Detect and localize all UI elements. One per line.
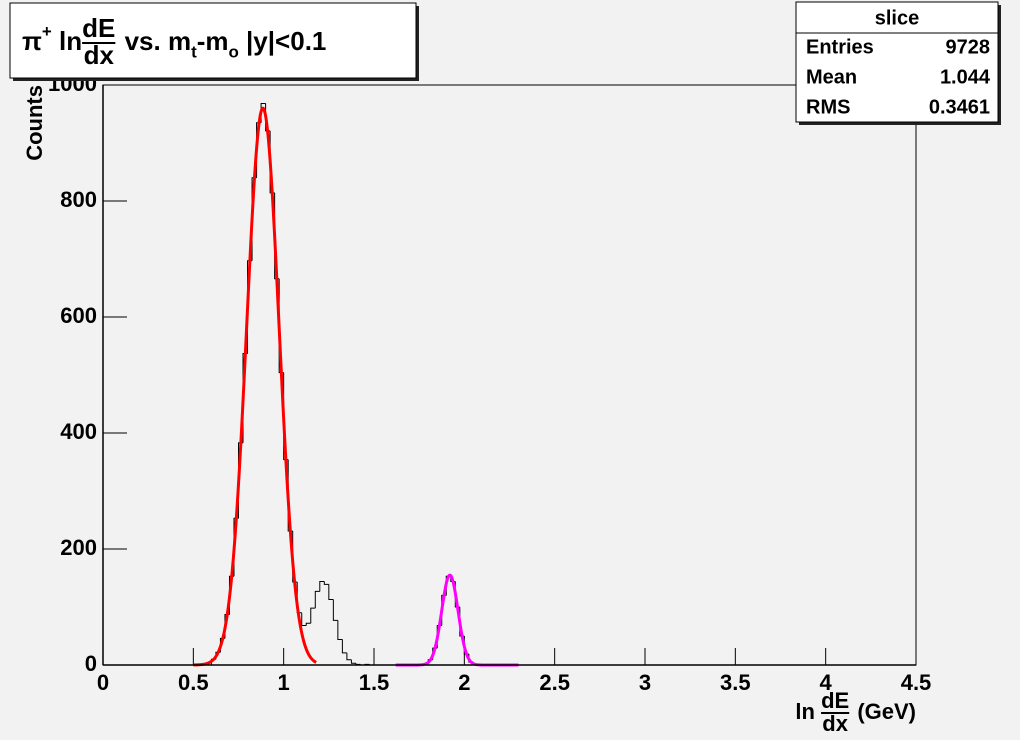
x-tick-label: 0 — [97, 670, 109, 695]
histogram-bin — [328, 584, 334, 600]
x-tick-label: 3.5 — [720, 670, 751, 695]
label-part: (GeV) — [851, 699, 916, 724]
x-tick-label: 0.5 — [178, 670, 209, 695]
histogram-bin — [350, 659, 356, 664]
y-tick-label: 200 — [60, 535, 97, 560]
x-tick-label: 3 — [639, 670, 651, 695]
title-box — [9, 2, 417, 79]
label-part: -m — [197, 26, 229, 56]
histogram-bin — [310, 607, 316, 624]
stats-value: 1.044 — [940, 66, 991, 88]
label-part: t — [191, 42, 197, 61]
label-part: dE — [82, 13, 115, 43]
histogram-bin — [346, 652, 352, 661]
stats-name: Entries — [806, 36, 874, 58]
fit-curve — [193, 106, 317, 667]
stats-title: slice — [875, 7, 919, 29]
x-tick-label: 1 — [278, 670, 290, 695]
y-tick-label: 0 — [85, 651, 97, 676]
label-part: dE — [821, 688, 849, 713]
x-tick-label: 1.5 — [359, 670, 390, 695]
label-part: ln — [795, 699, 821, 724]
y-tick-label: 600 — [60, 303, 97, 328]
label-part: |y|<0.1 — [239, 26, 327, 56]
x-tick-label: 2 — [458, 670, 470, 695]
y-tick-label: 400 — [60, 419, 97, 444]
label-part: + — [42, 22, 52, 41]
y-tick-label: 800 — [60, 187, 97, 212]
histogram-bin — [319, 580, 325, 592]
stats-value: 0.3461 — [929, 96, 990, 118]
stats-name: Mean — [806, 66, 857, 88]
label-part: π — [22, 26, 42, 56]
label-part: ln — [52, 26, 82, 56]
histogram-bin — [332, 599, 338, 621]
histogram-bin — [337, 620, 343, 640]
label-part: o — [228, 42, 238, 61]
stats-value: 9728 — [946, 36, 991, 58]
x-tick-label: 2.5 — [539, 670, 570, 695]
y-axis-title: Counts — [22, 85, 47, 161]
label-part: vs. m — [117, 26, 191, 56]
stats-box — [795, 1, 999, 123]
histogram-bin — [314, 590, 320, 609]
histogram-bin — [305, 622, 311, 626]
stats-name: RMS — [806, 96, 850, 118]
x-tick-label: 4 — [820, 670, 833, 695]
histogram-bin — [323, 581, 329, 585]
label-part: dx — [84, 40, 115, 70]
plot-frame — [102, 84, 917, 666]
x-tick-label: 4.5 — [901, 670, 932, 695]
histogram-bin — [341, 639, 347, 654]
label-part: dx — [822, 711, 848, 736]
